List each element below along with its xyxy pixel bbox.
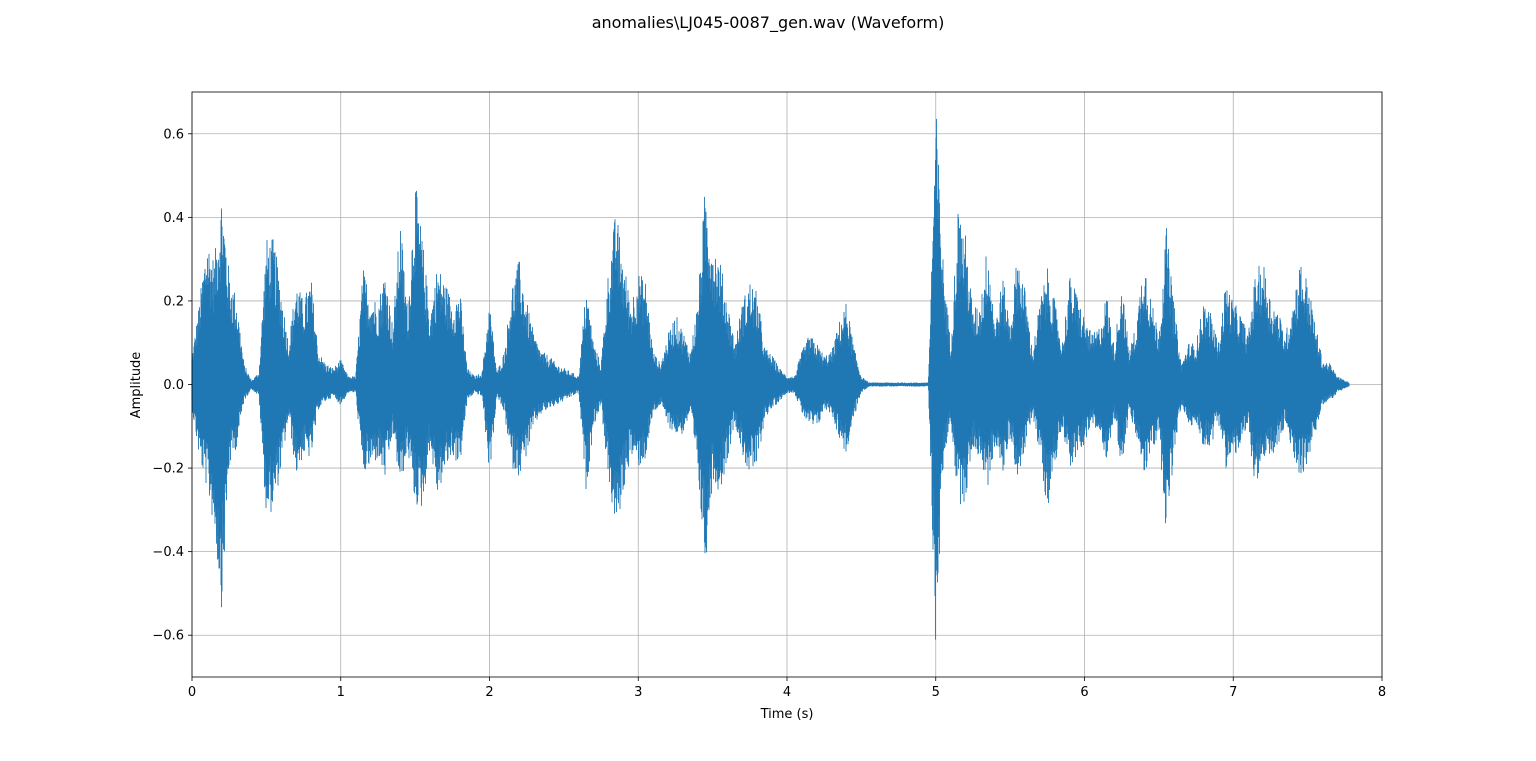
x-tick-label: 4 — [783, 685, 791, 700]
chart-title: anomalies\LJ045-0087_gen.wav (Waveform) — [592, 13, 945, 33]
x-tick-label: 1 — [337, 685, 345, 700]
y-tick-label: −0.2 — [152, 462, 184, 477]
x-tick-label: 8 — [1378, 685, 1386, 700]
x-tick-label: 3 — [634, 685, 642, 700]
x-tick-label: 6 — [1080, 685, 1088, 700]
y-axis: 0.6 0.4 0.2 0.0 −0.2 −0.4 −0.6 — [152, 127, 192, 644]
y-tick-label: −0.4 — [152, 545, 184, 560]
y-tick-label: 0.2 — [163, 294, 184, 309]
y-tick-label: 0.6 — [163, 127, 184, 142]
x-axis: 0 1 2 3 4 5 6 7 8 — [188, 677, 1386, 700]
y-tick-label: 0.4 — [163, 211, 184, 226]
x-axis-label: Time (s) — [760, 707, 814, 722]
y-tick-label: 0.0 — [163, 378, 184, 393]
x-tick-label: 5 — [932, 685, 940, 700]
x-tick-label: 0 — [188, 685, 196, 700]
y-axis-label: Amplitude — [129, 352, 144, 419]
x-tick-label: 7 — [1229, 685, 1237, 700]
y-tick-label: −0.6 — [152, 629, 184, 644]
x-tick-label: 2 — [485, 685, 493, 700]
